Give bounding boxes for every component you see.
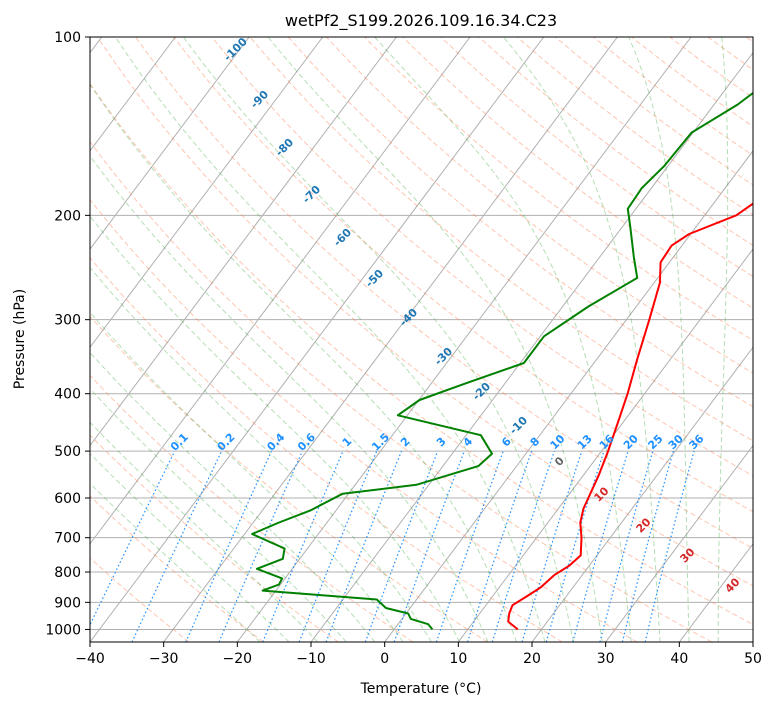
- dry-adiabat--10: [90, 434, 339, 642]
- sounding-series: [251, 91, 753, 631]
- mixing-ratio-lines: [90, 450, 695, 642]
- y-axis-ticks: 1000 900 800 700 600 500 400 300 200 100: [45, 30, 90, 638]
- y-tick-label: 900: [54, 595, 81, 611]
- x-axis-ticks: −40 −30 −20 −10 0 10 20 30 40 50: [75, 642, 762, 667]
- dry-adiabat-80: [173, 37, 753, 513]
- dry-adiabat-30: [90, 198, 638, 642]
- dewpoint-profile: [251, 91, 753, 631]
- mixing-ratio-line-4: [393, 450, 465, 642]
- x-tick-label: 0: [380, 651, 389, 667]
- mixing-ratio-line-25: [599, 450, 654, 642]
- skewed-isotherms: [90, 37, 753, 642]
- dry-adiabat-60: [96, 37, 753, 587]
- isobar-grid: [90, 37, 753, 630]
- x-tick-label: −40: [75, 651, 105, 667]
- y-tick-label: 300: [54, 313, 81, 329]
- moist-adiabat-32: [374, 37, 632, 642]
- temperature-profile: [507, 202, 753, 631]
- y-tick-label: 500: [54, 444, 81, 460]
- dry-adiabat--20: [90, 495, 264, 642]
- isotherm-0: [384, 150, 753, 642]
- moist-adiabat-20: [115, 37, 546, 642]
- mixing-ratio-line-0.2: [131, 450, 223, 642]
- plot-frame: [89, 36, 754, 643]
- y-tick-label: 700: [54, 531, 81, 547]
- isotherm--30: [163, 37, 618, 642]
- isotherm--70: [90, 37, 324, 349]
- moist-adiabat-40: [628, 37, 690, 642]
- moist-adiabat-4: [90, 266, 432, 642]
- y-tick-label: 100: [54, 30, 81, 46]
- dry-adiabat-140: [402, 37, 753, 309]
- moist-adiabat-16: [90, 83, 517, 642]
- moist-adiabat-28: [267, 37, 603, 642]
- moist-adiabat-44: [717, 37, 729, 642]
- isotherm--40: [90, 37, 545, 642]
- dry-adiabat-70: [135, 37, 753, 550]
- moist-adiabats: [90, 37, 729, 642]
- x-tick-label: 40: [670, 651, 688, 667]
- dry-adiabat-40: [90, 140, 712, 642]
- x-tick-label: 10: [449, 651, 467, 667]
- dry-adiabat-50: [90, 83, 753, 625]
- x-tick-label: 30: [597, 651, 615, 667]
- dry-adiabat-90: [211, 37, 753, 477]
- isotherm--50: [90, 37, 471, 545]
- dry-adiabat-20: [90, 257, 563, 642]
- moist-adiabat--8: [90, 388, 347, 642]
- mixing-ratio-line-3: [364, 450, 439, 642]
- y-tick-label: 200: [54, 208, 81, 224]
- dry-adiabat-10: [90, 315, 488, 642]
- x-tick-label: −10: [296, 651, 326, 667]
- isotherm-10: [457, 248, 753, 642]
- mixing-ratio-line-0.4: [185, 450, 273, 642]
- moist-adiabat--12: [90, 421, 319, 642]
- moist-adiabat-36: [503, 37, 661, 642]
- moist-adiabat--20: [90, 482, 261, 642]
- x-tick-label: −20: [223, 651, 253, 667]
- isotherm-20: [531, 346, 753, 642]
- y-tick-label: 400: [54, 387, 81, 403]
- mixing-ratio-line-30: [621, 450, 674, 642]
- x-tick-label: 20: [523, 651, 541, 667]
- mixing-ratio-line-8: [466, 450, 533, 642]
- plot-area: -100-90-80-70-60-50-40-30-20-1000.1 0.2 0.…: [90, 37, 753, 642]
- mixing-ratio-line-6: [435, 450, 504, 642]
- moist-adiabat-24: [182, 37, 575, 642]
- isotherm--60: [90, 37, 397, 447]
- isotherm--90: [90, 37, 176, 152]
- mixing-ratio-line-2: [325, 450, 403, 642]
- moist-adiabat--16: [90, 452, 290, 642]
- moist-adiabat-12: [90, 155, 489, 642]
- mixing-ratio-line-1: [262, 450, 344, 642]
- isotherm-30: [605, 444, 753, 642]
- mixing-ratio-line-0.1: [90, 450, 176, 627]
- x-tick-label: −30: [149, 651, 179, 667]
- y-tick-label: 800: [54, 565, 81, 581]
- y-tick-label: 1000: [45, 622, 81, 638]
- isotherm--10: [310, 51, 753, 642]
- dry-adiabat-120: [325, 37, 753, 374]
- moist-adiabat-8: [90, 215, 461, 642]
- dry-adiabat-100: [249, 37, 753, 442]
- y-tick-label: 600: [54, 491, 81, 507]
- y-axis-label: Pressure (hPa): [12, 289, 28, 389]
- dry-adiabat--30: [90, 557, 190, 642]
- dry-adiabats: [90, 37, 753, 642]
- x-tick-label: 50: [744, 651, 762, 667]
- dry-adiabat-0: [90, 374, 414, 642]
- mixing-ratio-line-36: [644, 450, 695, 642]
- isotherm--80: [90, 37, 250, 250]
- isotherm--20: [236, 37, 692, 642]
- x-axis-label: Temperature (°C): [360, 681, 482, 697]
- chart-title: wetPf2_S199.2026.109.16.34.C23: [285, 11, 557, 31]
